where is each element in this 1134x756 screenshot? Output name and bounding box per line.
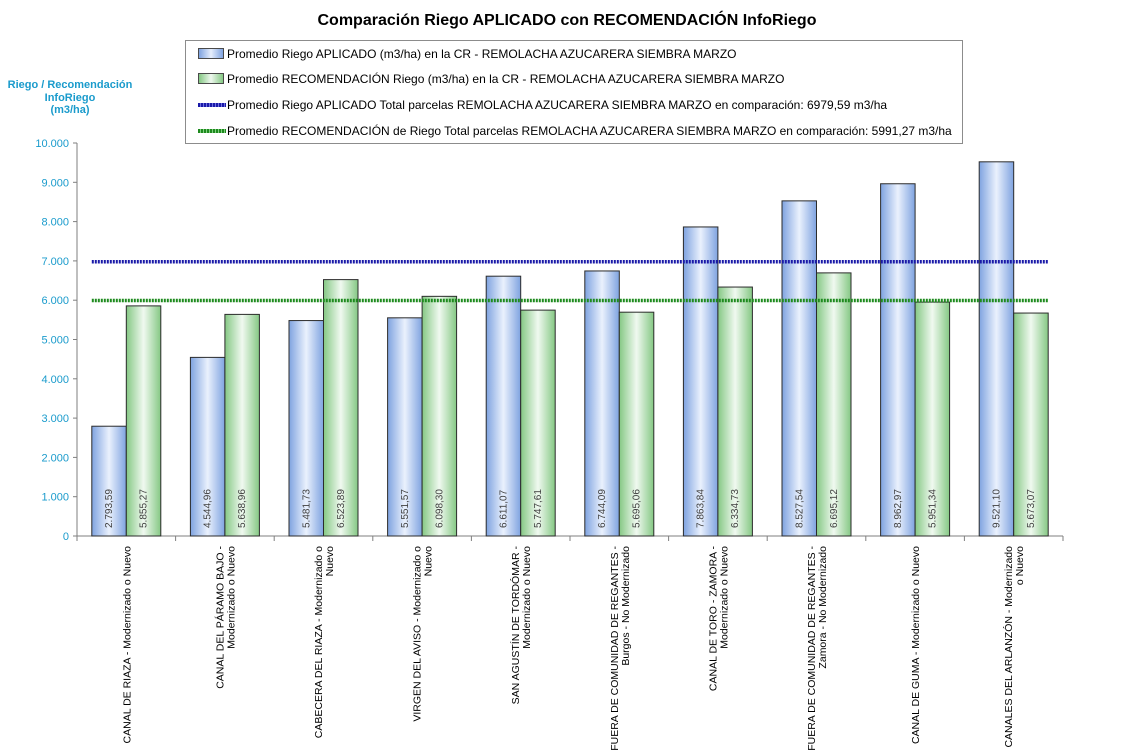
bar-recomendacion [914,301,951,537]
bar-recomendacion [520,309,556,537]
data-label: 5.638,96 [237,489,248,528]
x-tick-label: VIRGEN DEL AVISO - Modernizado o [412,546,424,722]
data-label: 6.744,09 [597,489,608,528]
y-axis-label: Riego / Recomendación InfoRiego (m3/ha) [7,79,133,116]
x-tick-label: CANAL DE GUMA - Modernizado o Nuevo [910,546,922,744]
data-label: 8.527,54 [794,489,805,528]
y-tick-label: 6.000 [41,295,69,307]
data-label: 5.673,07 [1026,489,1037,528]
x-tick-label: o Nuevo [1014,546,1026,585]
data-label: 6.695,12 [829,489,840,528]
y-tick-label: 3.000 [41,413,69,425]
bar-recomendacion [816,272,852,537]
x-tick-label: CANAL DEL PÁRAMO BAJO - [213,546,226,689]
x-tick-label: Nuevo [423,546,435,577]
x-tick-label: Zamora - No Modernizado [817,546,829,669]
bar-recomendacion [618,311,655,537]
data-label: 5.551,57 [400,489,411,528]
data-label: 9.521,10 [991,489,1002,528]
data-label: 5.747,61 [533,489,544,528]
x-tick-label: CANALES DEL ARLANZÓN - Modernizado [1002,546,1015,748]
bar-aplicado [91,425,127,537]
bar-aplicado [387,317,423,537]
x-tick-label: SAN AGUSTÍN DE TORDÓMAR - [509,546,522,705]
y-tick-label: 4.000 [41,374,69,386]
legend-line-total-aplicado [198,103,226,107]
chart-title: Comparación Riego APLICADO con RECOMENDA… [317,12,817,29]
legend-swatch-recomendacion [198,73,224,84]
legend-swatch-aplicado [198,48,224,59]
legend-label-recomendacion: Promedio RECOMENDACIÓN Riego (m3/ha) en … [227,72,785,86]
bar-recomendacion [717,286,753,537]
bar-aplicado [288,320,324,537]
y-tick-label: 10.000 [35,138,69,150]
bar-recomendacion [125,305,162,537]
data-label: 6.098,30 [434,489,445,528]
data-label: 8.962,97 [893,489,904,528]
data-label: 5.695,06 [632,489,643,528]
legend-line-total-recomendacion [198,129,226,133]
legend: Promedio Riego APLICADO (m3/ha) en la CR… [185,40,963,144]
y-tick-label: 2.000 [41,452,69,464]
bar-recomendacion [421,295,458,537]
bar-recomendacion [224,313,260,537]
x-tick-label: FUERA DE COMUNIDAD DE REGANTES - [806,546,818,751]
y-tick-label: 8.000 [41,217,69,229]
x-tick-label: Modernizado o Nuevo [521,546,533,649]
x-tick-label: CABECERA DEL RIAZA - Modernizado o [313,546,325,738]
bar-aplicado [189,356,226,537]
data-label: 5.951,34 [927,489,938,528]
x-tick-label: CANAL DE TORO - ZAMORA - [707,545,719,691]
data-label: 5.481,73 [301,489,312,528]
y-tick-label: 5.000 [41,335,69,347]
data-label: 2.793,59 [104,489,115,528]
data-label: 5.855,27 [139,489,150,528]
data-label: 6.334,73 [730,489,741,528]
x-tick-label: Burgos - No Modernizado [620,546,632,666]
data-label: 7.863,84 [696,489,707,528]
bar-aplicado [880,183,916,537]
x-tick-label: Modernizado o Nuevo [718,546,730,649]
legend-label-aplicado: Promedio Riego APLICADO (m3/ha) en la CR… [227,47,737,61]
data-label: 4.544,96 [203,489,214,528]
y-tick-label: 1.000 [41,492,69,504]
bar-aplicado [584,270,620,537]
x-tick-label: Modernizado o Nuevo [225,546,237,649]
y-tick-label: 7.000 [41,256,69,268]
x-tick-label: Nuevo [324,546,336,577]
y-tick-label: 9.000 [41,177,69,189]
bar-aplicado [781,200,817,537]
y-tick-label: 0 [63,531,69,543]
legend-label-total-aplicado: Promedio Riego APLICADO Total parcelas R… [227,98,888,112]
data-label: 6.523,89 [336,489,347,528]
x-tick-label: CANAL DE RIAZA - Modernizado o Nuevo [121,546,133,744]
bar-recomendacion [1013,312,1049,537]
legend-label-total-recomendacion: Promedio RECOMENDACIÓN de Riego Total pa… [227,124,952,138]
bar-aplicado [485,275,522,537]
bar-aplicado [978,161,1015,537]
bar-recomendacion [323,279,359,537]
data-label: 6.611,07 [498,489,509,528]
x-tick-label: FUERA DE COMUNIDAD DE REGANTES - [609,546,621,751]
